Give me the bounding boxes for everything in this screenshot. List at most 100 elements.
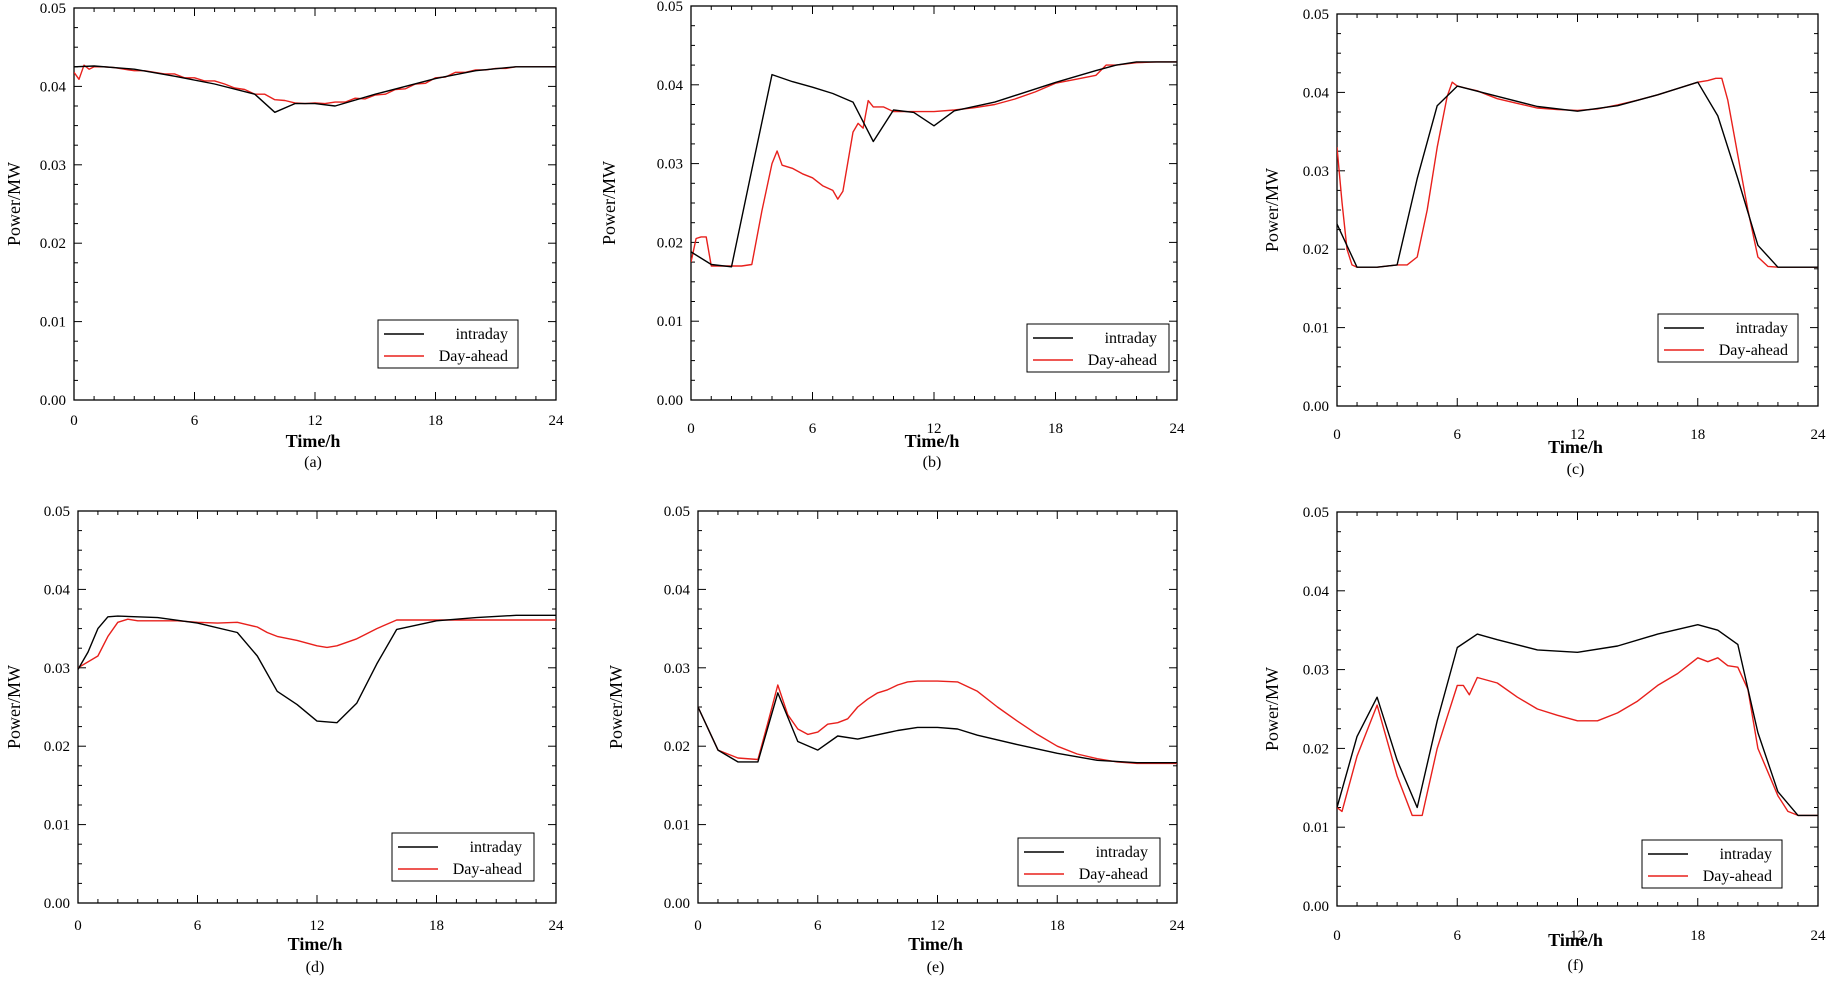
- x-tick-label: 24: [549, 918, 565, 934]
- x-axis-title: Time/h: [905, 431, 960, 451]
- y-tick-label: 0.00: [664, 896, 690, 912]
- y-tick-label: 0.03: [44, 661, 70, 677]
- y-tick-label: 0.02: [1303, 741, 1329, 757]
- legend: intraday Day-ahead: [377, 319, 519, 369]
- series-line-day-ahead: [691, 61, 1177, 267]
- y-axis-title: Power/MW: [4, 162, 24, 246]
- x-axis-title: Time/h: [908, 934, 963, 954]
- x-tick-label: 12: [308, 413, 323, 429]
- y-tick-label: 0.04: [1303, 584, 1330, 600]
- legend-label: Day-ahead: [1088, 352, 1157, 369]
- legend-box: [1657, 313, 1799, 363]
- panel-label: (b): [923, 454, 942, 471]
- y-tick-label: 0.05: [44, 504, 70, 520]
- y-tick-label: 0.05: [1303, 7, 1329, 23]
- series-line-day-ahead: [1337, 77, 1818, 268]
- legend-label: intraday: [1105, 330, 1157, 347]
- x-tick-label: 6: [1454, 427, 1462, 443]
- legend-box: [1017, 837, 1161, 887]
- legend-label: intraday: [470, 839, 522, 856]
- legend-label: intraday: [456, 326, 508, 343]
- panel-label: (c): [1567, 461, 1585, 478]
- y-tick-label: 0.01: [40, 315, 66, 331]
- panel-label: (d): [306, 959, 325, 976]
- legend-label: intraday: [1096, 844, 1148, 861]
- y-axis-title: Power/MW: [606, 665, 626, 749]
- x-tick-label: 6: [814, 918, 822, 934]
- x-axis-title: Time/h: [286, 431, 341, 451]
- y-axis-title: Power/MW: [1262, 667, 1282, 751]
- x-tick-label: 18: [429, 918, 444, 934]
- legend-box: [1641, 839, 1783, 889]
- y-tick-label: 0.05: [1303, 505, 1329, 521]
- y-tick-label: 0.01: [44, 818, 70, 834]
- y-tick-label: 0.02: [40, 236, 66, 252]
- y-tick-label: 0.01: [657, 314, 683, 330]
- y-tick-label: 0.03: [657, 157, 683, 173]
- chart-panel-f: 0 6 12 18 24 0.00 0.01 0.02 0.03 0.04 0.05 Time/h Po…: [1262, 505, 1826, 974]
- y-tick-label: 0.05: [664, 504, 690, 520]
- x-tick-label: 12: [1570, 427, 1585, 443]
- series-line-intraday: [74, 65, 556, 114]
- x-axis-title: Time/h: [1548, 930, 1603, 950]
- legend: intraday Day-ahead: [391, 832, 535, 882]
- legend-box: [391, 832, 535, 882]
- legend-label: Day-ahead: [1079, 866, 1148, 883]
- panel-label: (a): [304, 454, 322, 471]
- x-tick-label: 6: [194, 918, 202, 934]
- x-tick-label: 24: [1170, 918, 1186, 934]
- series-line-day-ahead: [1337, 657, 1818, 817]
- x-tick-label: 0: [74, 918, 82, 934]
- y-axis-title: Power/MW: [4, 665, 24, 749]
- y-tick-label: 0.00: [1303, 899, 1329, 915]
- y-tick-label: 0.04: [44, 582, 71, 598]
- y-tick-label: 0.04: [40, 79, 67, 95]
- y-tick-label: 0.05: [657, 0, 683, 15]
- chart-panel-d: 0 6 12 18 24 0.00 0.01 0.02 0.03 0.04 0.05 Time/h Po…: [4, 504, 564, 976]
- legend-label: Day-ahead: [1719, 342, 1788, 359]
- y-tick-label: 0.04: [1303, 85, 1330, 101]
- y-tick-label: 0.03: [1303, 164, 1329, 180]
- legend: intraday Day-ahead: [1017, 837, 1161, 887]
- x-tick-label: 0: [1333, 928, 1341, 944]
- y-tick-label: 0.02: [664, 739, 690, 755]
- x-tick-label: 0: [70, 413, 78, 429]
- y-axis-title: Power/MW: [599, 161, 619, 245]
- y-tick-label: 0.03: [40, 158, 66, 174]
- y-tick-label: 0.00: [657, 393, 683, 409]
- legend-label: intraday: [1736, 320, 1788, 337]
- y-tick-label: 0.01: [1303, 321, 1329, 337]
- x-tick-label: 0: [687, 421, 695, 437]
- legend-label: intraday: [1720, 846, 1772, 863]
- y-tick-label: 0.02: [1303, 242, 1329, 258]
- legend: intraday Day-ahead: [1026, 323, 1170, 373]
- x-tick-label: 0: [1333, 427, 1341, 443]
- x-tick-label: 24: [549, 413, 565, 429]
- series-line-intraday: [691, 61, 1177, 268]
- series-line-intraday: [1337, 624, 1818, 817]
- x-tick-label: 12: [1570, 928, 1585, 944]
- x-tick-label: 18: [1048, 421, 1063, 437]
- series-line-intraday: [1337, 81, 1818, 268]
- chart-panel-a: 0 6 12 18 24 0.00 0.01 0.02 0.03 0.04 0.05 Time/h Po…: [4, 1, 564, 471]
- x-tick-label: 12: [310, 918, 325, 934]
- y-tick-label: 0.03: [664, 661, 690, 677]
- x-tick-label: 18: [1690, 928, 1705, 944]
- chart-panel-b: 0 6 12 18 24 0.00 0.01 0.02 0.03 0.04 0.05 Time/h Po…: [599, 0, 1185, 471]
- series-line-day-ahead: [78, 618, 556, 669]
- chart-panel-e: 0 6 12 18 24 0.00 0.01 0.02 0.03 0.04 0.05 Time/h Po…: [606, 504, 1185, 976]
- x-tick-label: 18: [1690, 427, 1705, 443]
- x-tick-label: 18: [1050, 918, 1065, 934]
- series-line-day-ahead: [698, 680, 1177, 765]
- y-tick-label: 0.05: [40, 1, 66, 17]
- y-tick-label: 0.04: [664, 582, 691, 598]
- legend: intraday Day-ahead: [1641, 839, 1783, 889]
- x-tick-label: 18: [428, 413, 443, 429]
- x-axis-title: Time/h: [1548, 437, 1603, 457]
- y-tick-label: 0.04: [657, 78, 684, 94]
- panel-label: (e): [927, 959, 945, 976]
- y-tick-label: 0.02: [657, 235, 683, 251]
- y-tick-label: 0.00: [1303, 399, 1329, 415]
